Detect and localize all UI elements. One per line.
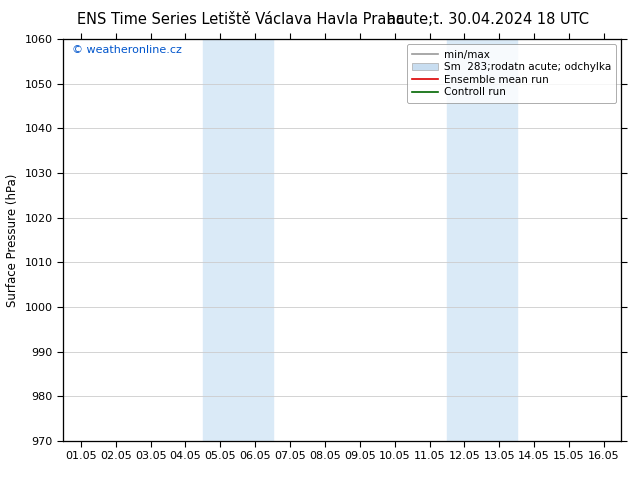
Bar: [203, 39, 273, 441]
Text: acute;t. 30.04.2024 18 UTC: acute;t. 30.04.2024 18 UTC: [387, 12, 589, 27]
Legend: min/max, Sm  283;rodatn acute; odchylka, Ensemble mean run, Controll run: min/max, Sm 283;rodatn acute; odchylka, …: [407, 45, 616, 102]
Text: ENS Time Series Letiště Václava Havla Praha: ENS Time Series Letiště Václava Havla Pr…: [77, 12, 404, 27]
Text: © weatheronline.cz: © weatheronline.cz: [72, 45, 182, 55]
Y-axis label: Surface Pressure (hPa): Surface Pressure (hPa): [6, 173, 19, 307]
Bar: [447, 39, 517, 441]
